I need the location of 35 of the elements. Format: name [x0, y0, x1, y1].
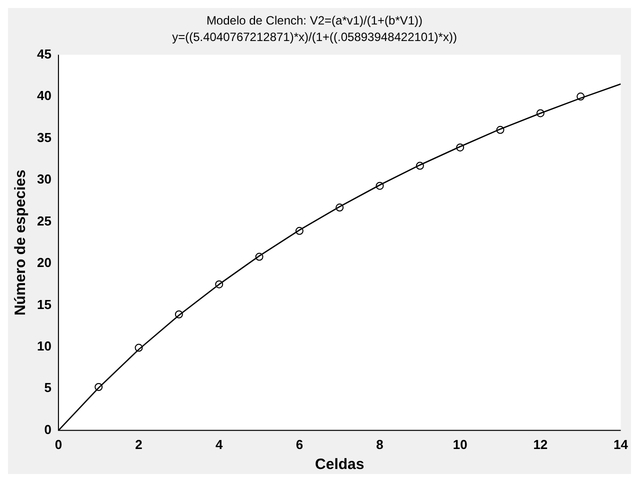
- point: [376, 182, 384, 190]
- y-tick-label: 5: [44, 380, 52, 396]
- point: [174, 310, 183, 318]
- chart-title: Modelo de Clench: V2=(a*v1)/(1+(b*V1)): [206, 14, 423, 28]
- y-axis-title: Número de especies: [12, 170, 30, 316]
- point: [576, 92, 585, 101]
- x-tick-label: 4: [216, 436, 224, 452]
- y-tick-label: 30: [36, 172, 52, 187]
- x-axis-title: Celdas: [315, 456, 364, 474]
- y-tick-label: 25: [36, 213, 52, 228]
- point: [496, 126, 504, 134]
- y-tick-label: 35: [36, 130, 52, 145]
- x-tick-label: 10: [452, 436, 468, 452]
- chart-subtitle: y=((5.4040767212871)*x)/(1+((.05893948422101)*x)): [172, 30, 457, 44]
- point: [536, 109, 544, 118]
- x-tick-label: 0: [54, 436, 62, 452]
- point: [336, 204, 344, 212]
- x-tick-label: 6: [296, 436, 304, 452]
- point: [255, 252, 264, 261]
- point: [134, 344, 143, 352]
- point: [416, 162, 424, 170]
- point: [94, 383, 103, 391]
- point: [295, 226, 304, 235]
- x-tick-label: 8: [376, 436, 384, 452]
- x-tick-label: 14: [614, 436, 629, 452]
- y-tick-label: 45: [36, 46, 52, 62]
- y-tick-label: 15: [36, 296, 52, 312]
- y-tick-label: 40: [36, 88, 52, 104]
- y-tick-label: 20: [36, 255, 52, 270]
- x-tick-label: 2: [135, 436, 142, 452]
- y-tick-label: 0: [44, 422, 52, 437]
- y-tick-label: 10: [36, 338, 52, 354]
- x-tick-label: 12: [533, 436, 548, 452]
- point: [215, 280, 224, 288]
- point: [456, 143, 464, 152]
